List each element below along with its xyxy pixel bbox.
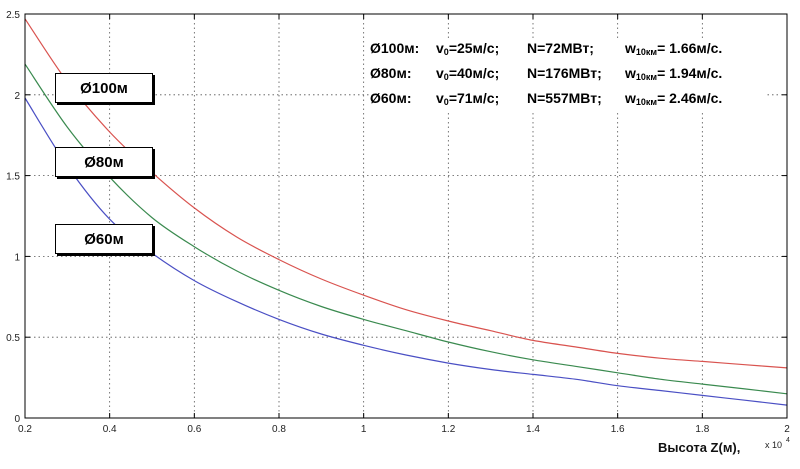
- annotation-diameter: Ø80м:: [370, 65, 412, 81]
- series-line-d80: [24, 63, 788, 395]
- annotation-power: N=557МВт;: [527, 90, 602, 106]
- y-tick-labels: 0 0.5 1 1.5 2 2.5: [6, 10, 20, 425]
- x-tick-label: 1.6: [611, 424, 625, 435]
- x-tick-label: 1: [361, 424, 367, 435]
- y-tick-label: 0.5: [6, 333, 20, 344]
- x-tick-label: 0.8: [272, 424, 286, 435]
- x-tick-label: 1.4: [526, 424, 540, 435]
- x-axis-label: Высота Z(м),: [658, 440, 740, 455]
- x-tick-label: 1.8: [695, 424, 709, 435]
- y-tick-label: 2: [14, 91, 20, 102]
- x-tick-label: 0.4: [103, 424, 117, 435]
- annotation-diameter: Ø100м:: [370, 40, 420, 56]
- ticks: [24, 13, 788, 419]
- annotation-row-d60: Ø60м: v0=71м/с; N=557МВт; w10км= 2.46м/с…: [370, 88, 765, 113]
- annotation-diameter: Ø60м:: [370, 90, 412, 106]
- x-tick-label: 0.6: [187, 424, 201, 435]
- annotation-velocity: v0=71м/с;: [436, 90, 500, 107]
- annotation-w10km: w10км= 1.94м/с.: [625, 65, 723, 82]
- annotation-w10km: w10км= 1.66м/с.: [625, 40, 723, 57]
- annotation-w10km: w10км= 2.46м/с.: [625, 90, 723, 107]
- x-tick-label: 0.2: [18, 424, 32, 435]
- legend-label-d60: Ø60м: [55, 224, 153, 254]
- y-tick-label: 0: [14, 414, 20, 425]
- x-tick-labels: 0.2 0.4 0.6 0.8 1 1.2 1.4 1.6 1.8 2: [18, 424, 790, 435]
- x-tick-label: 2: [784, 424, 790, 435]
- x-tick-label: 1.2: [441, 424, 455, 435]
- y-tick-label: 1: [14, 252, 20, 263]
- y-tick-label: 1.5: [6, 172, 20, 183]
- x-axis-exponent-power: 4: [786, 437, 790, 444]
- annotation-power: N=176МВт;: [527, 65, 602, 81]
- annotation-row-d100: Ø100м: v0=25м/с; N=72МВт; w10км= 1.66м/с…: [370, 38, 765, 63]
- annotation-velocity: v0=25м/с;: [436, 40, 500, 57]
- plot-frame: [24, 13, 788, 419]
- legend-label-d100: Ø100м: [55, 73, 153, 103]
- annotation-power: N=72МВт;: [527, 40, 594, 56]
- annotation-row-d80: Ø80м: v0=40м/с; N=176МВт; w10км= 1.94м/с…: [370, 63, 765, 88]
- legend-label-d80: Ø80м: [55, 147, 153, 177]
- parameters-annotation: Ø100м: v0=25м/с; N=72МВт; w10км= 1.66м/с…: [370, 38, 765, 113]
- annotation-velocity: v0=40м/с;: [436, 65, 500, 82]
- x-axis-exponent: x 10: [765, 440, 782, 450]
- y-tick-label: 2.5: [6, 10, 20, 21]
